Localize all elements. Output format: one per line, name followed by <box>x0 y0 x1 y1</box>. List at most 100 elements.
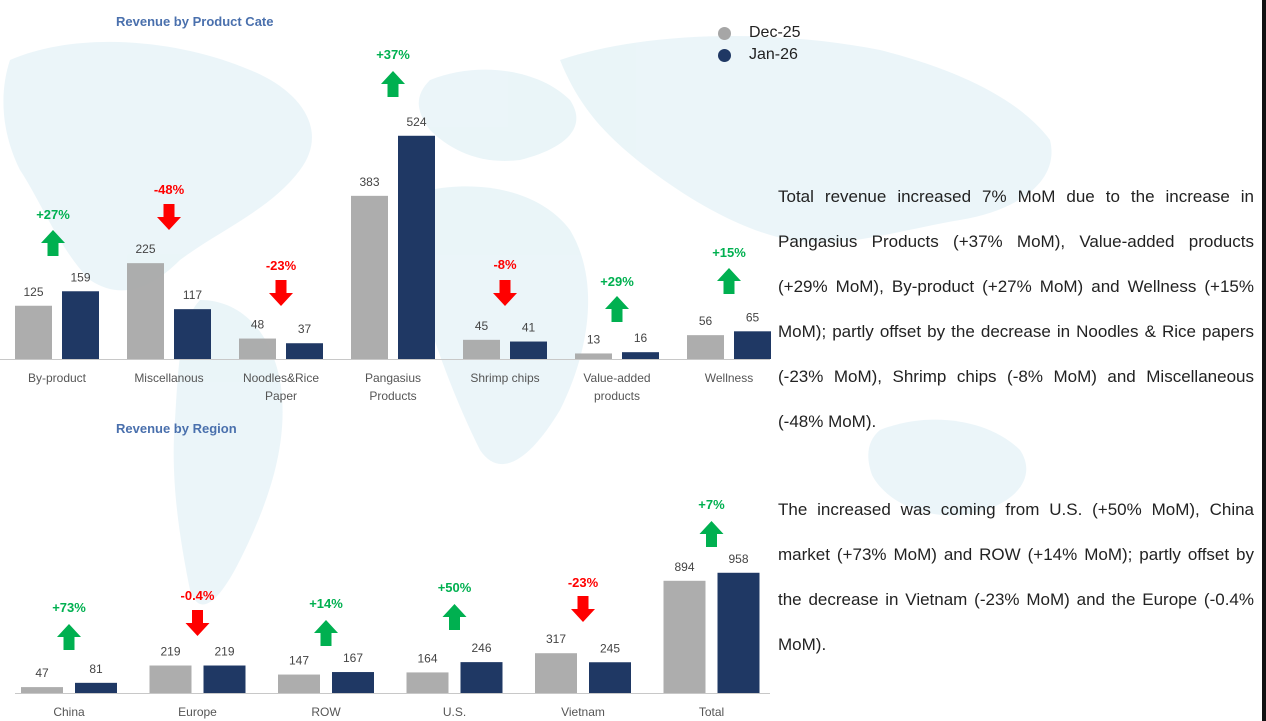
bar-jan26 <box>62 291 99 359</box>
data-label-dec25: 56 <box>699 314 713 328</box>
bar-jan26 <box>398 135 435 359</box>
up-arrow-icon <box>717 268 741 294</box>
data-label-dec25: 225 <box>135 242 155 256</box>
data-label-jan26: 159 <box>70 270 90 284</box>
category-label: Miscellanous <box>134 371 203 385</box>
up-arrow-icon <box>605 296 629 322</box>
down-arrow-icon <box>157 204 181 230</box>
down-arrow-icon <box>493 280 517 306</box>
data-label-dec25: 125 <box>23 285 43 299</box>
bar-dec25 <box>575 353 612 359</box>
category-label: Wellness <box>705 371 753 385</box>
change-label: -48% <box>154 182 185 197</box>
legend-label-dec25: Dec-25 <box>749 24 801 41</box>
data-label-jan26: 37 <box>298 322 312 336</box>
legend-item-dec25: Dec-25 <box>718 22 801 44</box>
bar-dec25 <box>149 665 192 693</box>
bar-jan26 <box>589 662 631 693</box>
bar-jan26 <box>203 665 246 693</box>
data-label-jan26: 524 <box>406 115 426 129</box>
bar-dec25 <box>351 195 388 359</box>
down-arrow-icon <box>185 610 210 636</box>
change-label: +15% <box>712 245 746 260</box>
bar-dec25 <box>663 580 706 693</box>
category-label: By-product <box>28 371 87 385</box>
data-label-dec25: 13 <box>587 332 601 346</box>
up-arrow-icon <box>41 230 65 256</box>
data-label-dec25: 383 <box>359 175 379 189</box>
category-label: Products <box>369 389 416 403</box>
category-label: Total <box>699 705 724 719</box>
bar-jan26 <box>174 309 211 359</box>
change-label: +27% <box>36 207 70 222</box>
down-arrow-icon <box>269 280 293 306</box>
up-arrow-icon <box>57 624 81 650</box>
data-label-dec25: 164 <box>417 651 437 665</box>
up-arrow-icon <box>699 521 724 547</box>
data-label-jan26: 41 <box>522 321 536 335</box>
commentary-product: Total revenue increased 7% MoM due to th… <box>778 187 1254 431</box>
data-label-jan26: 246 <box>471 641 491 655</box>
change-label: +14% <box>309 596 343 611</box>
bar-jan26 <box>510 341 547 359</box>
bar-jan26 <box>286 343 323 359</box>
data-label-dec25: 894 <box>674 560 694 574</box>
change-label: +37% <box>376 47 410 62</box>
bar-dec25 <box>687 335 724 359</box>
category-label: Noodles&Rice <box>243 371 319 385</box>
bar-dec25 <box>278 674 320 693</box>
commentary-region: The increased was coming from U.S. (+50%… <box>778 500 1254 654</box>
data-label-jan26: 245 <box>600 641 620 655</box>
bar-dec25 <box>535 653 577 693</box>
change-label: +50% <box>438 580 472 595</box>
category-label: Value-added <box>583 371 650 385</box>
product-chart-title: Revenue by Product Cate <box>116 14 274 29</box>
down-arrow-icon <box>571 596 595 622</box>
bar-dec25 <box>21 687 63 693</box>
data-label-dec25: 47 <box>35 666 49 680</box>
data-label-jan26: 81 <box>89 662 103 676</box>
data-label-dec25: 147 <box>289 654 309 668</box>
change-label: -23% <box>568 575 599 590</box>
bar-dec25 <box>127 263 164 359</box>
bar-dec25 <box>463 339 500 359</box>
bar-jan26 <box>460 662 503 693</box>
data-label-jan26: 958 <box>728 552 748 566</box>
data-label-dec25: 48 <box>251 318 265 332</box>
category-label: Pangasius <box>365 371 421 385</box>
up-arrow-icon <box>442 604 467 630</box>
data-label-jan26: 219 <box>214 645 234 659</box>
change-label: -23% <box>266 258 297 273</box>
category-label: products <box>594 389 640 403</box>
change-label: +7% <box>698 497 725 512</box>
region-chart-title: Revenue by Region <box>116 421 237 436</box>
data-label-jan26: 16 <box>634 331 648 345</box>
window-edge <box>1262 0 1266 721</box>
change-label: -8% <box>493 257 517 272</box>
data-label-jan26: 117 <box>183 288 202 302</box>
category-label: U.S. <box>443 705 466 719</box>
data-label-dec25: 317 <box>546 632 566 646</box>
category-label: Vietnam <box>561 705 605 719</box>
bar-jan26 <box>734 331 771 359</box>
category-label: Paper <box>265 389 297 403</box>
up-arrow-icon <box>381 71 405 97</box>
change-label: +73% <box>52 600 86 615</box>
bar-jan26 <box>332 672 374 693</box>
bar-dec25 <box>239 338 276 359</box>
bar-jan26 <box>717 572 760 693</box>
data-label-jan26: 65 <box>746 310 760 324</box>
legend-swatch-jan26 <box>718 48 731 62</box>
legend-item-jan26: Jan-26 <box>718 44 801 66</box>
bar-dec25 <box>15 305 52 359</box>
data-label-jan26: 167 <box>343 651 363 665</box>
legend-swatch-dec25 <box>718 26 731 40</box>
category-label: Shrimp chips <box>470 371 539 385</box>
bar-dec25 <box>406 672 449 693</box>
change-label: +29% <box>600 274 634 289</box>
legend: Dec-25 Jan-26 <box>718 22 801 66</box>
data-label-dec25: 45 <box>475 319 489 333</box>
category-label: Europe <box>178 705 217 719</box>
